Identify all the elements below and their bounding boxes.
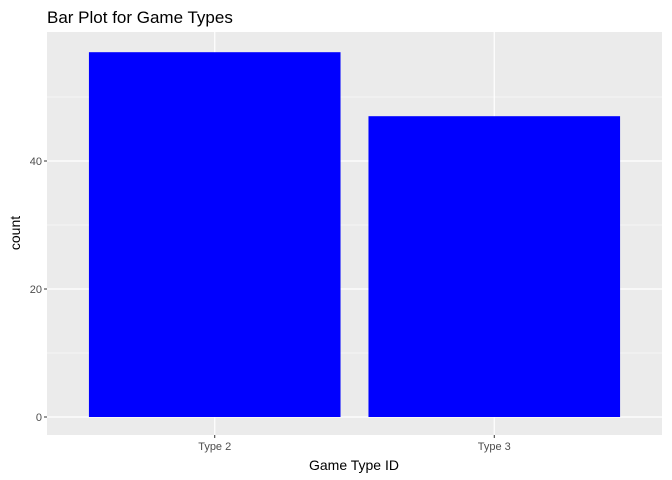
bar-type-3 [368,116,621,417]
bars [88,52,621,417]
y-tick-label: 20 [30,284,42,296]
x-tick-label: Type 2 [198,441,231,453]
chart-title: Bar Plot for Game Types [47,8,233,27]
x-axis: Type 2 Type 3 [198,435,511,453]
bar-type-2 [88,52,341,417]
y-tick-label: 0 [36,412,42,424]
y-axis: 0 20 40 [30,156,47,424]
y-axis-title: count [7,216,23,250]
x-tick-label: Type 3 [478,441,511,453]
y-tick-label: 40 [30,156,42,168]
x-axis-title: Game Type ID [309,457,399,473]
